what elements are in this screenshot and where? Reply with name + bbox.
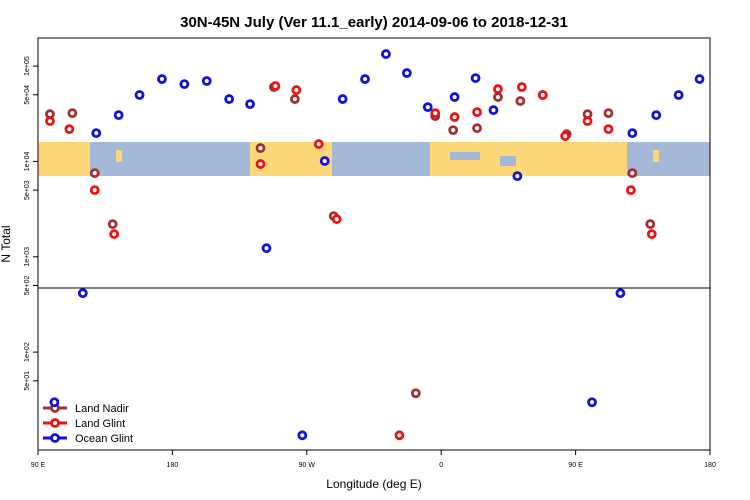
point bbox=[645, 219, 656, 230]
x-axis-label: Longitude (deg E) bbox=[326, 477, 421, 491]
point bbox=[49, 397, 60, 408]
legend-label: Land Nadir bbox=[75, 403, 129, 415]
y-tick-label: 5e+03 bbox=[24, 180, 31, 200]
point bbox=[331, 214, 342, 225]
plot-frame bbox=[37, 37, 711, 451]
point bbox=[493, 92, 503, 102]
point bbox=[89, 185, 100, 196]
point bbox=[493, 84, 503, 94]
point bbox=[319, 156, 330, 166]
point bbox=[360, 74, 370, 84]
point bbox=[472, 107, 482, 118]
point bbox=[651, 110, 662, 121]
point bbox=[516, 82, 527, 92]
point bbox=[560, 131, 571, 142]
x-tick-label: 180 bbox=[704, 462, 716, 469]
point bbox=[615, 288, 626, 299]
y-tick-label: 1e+03 bbox=[24, 247, 31, 267]
point bbox=[646, 229, 657, 239]
x-tick-label: 180 bbox=[167, 462, 179, 469]
y-tick-label: 5e+02 bbox=[24, 276, 31, 296]
point bbox=[582, 116, 593, 126]
point bbox=[603, 124, 614, 135]
point bbox=[587, 397, 597, 408]
map-strip bbox=[38, 142, 710, 176]
point bbox=[472, 123, 482, 134]
point bbox=[113, 110, 124, 121]
point bbox=[627, 168, 638, 179]
point bbox=[627, 128, 638, 139]
legend-label: Ocean Glint bbox=[75, 433, 133, 445]
y-tick-label: 1e+05 bbox=[24, 56, 31, 76]
point bbox=[430, 108, 441, 119]
legend-marker bbox=[50, 433, 60, 443]
point bbox=[394, 430, 405, 441]
point bbox=[270, 81, 281, 91]
point bbox=[515, 96, 526, 106]
point bbox=[134, 90, 145, 100]
point bbox=[337, 94, 348, 104]
chart-title: 30N-45N July (Ver 11.1_early) 2014-09-06… bbox=[180, 14, 568, 31]
legend-label: Land Glint bbox=[75, 418, 125, 430]
point bbox=[401, 68, 412, 78]
point bbox=[261, 243, 272, 254]
point bbox=[245, 99, 255, 110]
point bbox=[291, 85, 302, 95]
point bbox=[537, 90, 548, 100]
point bbox=[255, 159, 266, 169]
point bbox=[488, 105, 499, 116]
y-tick-label: 5e+04 bbox=[24, 85, 31, 105]
point bbox=[422, 102, 433, 113]
x-tick-label: 90 E bbox=[31, 462, 46, 469]
x-tick-label: 90 E bbox=[568, 462, 583, 469]
point bbox=[89, 168, 100, 179]
point bbox=[64, 124, 75, 135]
point bbox=[255, 143, 266, 153]
point bbox=[297, 430, 308, 441]
x-tick-label: 0 bbox=[439, 462, 443, 469]
y-axis-label: N Total bbox=[0, 225, 13, 262]
point bbox=[694, 74, 705, 84]
point bbox=[224, 94, 235, 104]
point bbox=[45, 116, 55, 126]
point bbox=[449, 92, 460, 102]
point bbox=[603, 108, 614, 119]
point bbox=[91, 128, 102, 139]
point bbox=[289, 94, 300, 104]
point bbox=[107, 219, 118, 230]
y-tick-label: 1e+04 bbox=[24, 151, 31, 171]
x-tick-label: 90 W bbox=[299, 462, 316, 469]
y-tick-label: 5e+01 bbox=[24, 371, 31, 391]
point bbox=[673, 90, 684, 100]
point bbox=[67, 108, 78, 119]
point bbox=[381, 49, 391, 59]
point bbox=[179, 79, 190, 90]
point bbox=[470, 73, 481, 83]
point bbox=[449, 112, 460, 122]
point bbox=[448, 125, 459, 136]
point bbox=[77, 288, 88, 299]
point bbox=[109, 229, 120, 239]
legend-marker bbox=[50, 418, 60, 428]
point bbox=[410, 388, 421, 399]
point bbox=[512, 171, 523, 182]
point bbox=[157, 74, 167, 84]
point bbox=[313, 139, 324, 149]
y-tick-label: 1e+02 bbox=[24, 342, 31, 362]
point bbox=[201, 76, 212, 86]
point bbox=[625, 185, 636, 196]
